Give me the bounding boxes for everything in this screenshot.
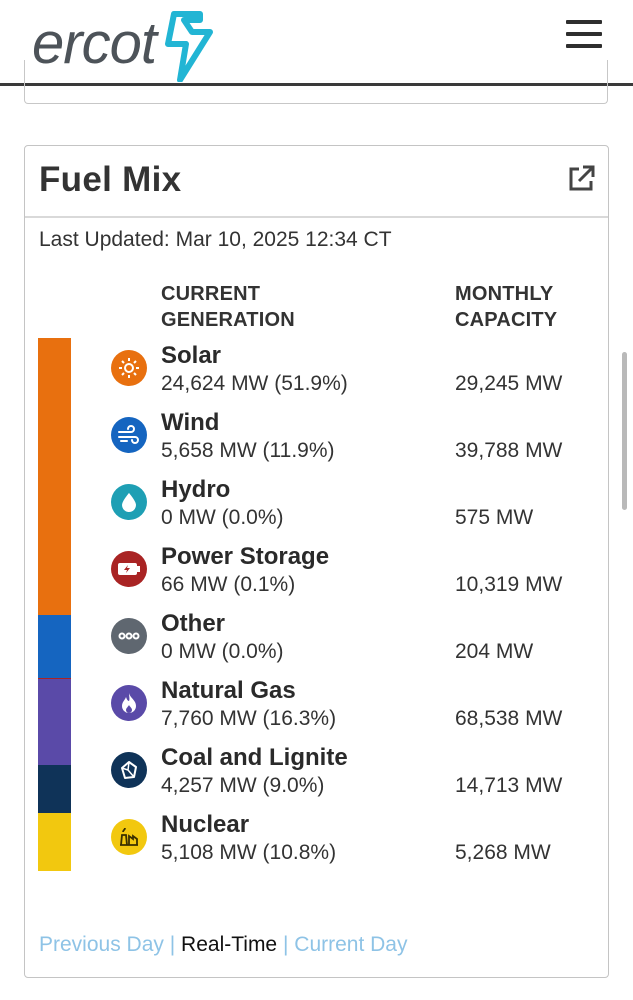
fuel-capacity: 29,245 MW — [455, 372, 563, 395]
fuel-name: Natural Gas — [161, 677, 296, 704]
logo-wordmark: ercot — [32, 11, 157, 76]
last-updated: Last Updated: Mar 10, 2025 12:34 CT — [39, 228, 392, 251]
bar-segment-coal-and-lignite — [38, 765, 71, 814]
column-header-line: CURRENT — [161, 283, 261, 305]
bar-segment-wind — [38, 614, 71, 679]
link-separator: | — [169, 933, 176, 956]
fuel-row-hydro: Hydro 0 MW (0.0%) 575 MW — [25, 476, 608, 536]
bar-segment-solar — [38, 338, 71, 615]
fuel-generation: 0 MW (0.0%) — [161, 506, 284, 529]
fuel-generation: 24,624 MW (51.9%) — [161, 372, 348, 395]
card-title: Fuel Mix — [39, 160, 182, 199]
hamburger-menu-button[interactable] — [566, 20, 602, 54]
menu-line — [566, 44, 602, 48]
fuel-mix-card: Fuel Mix Last Updated: Mar 10, 2025 12:3… — [24, 145, 609, 978]
fuel-row-other: Other 0 MW (0.0%) 204 MW — [25, 610, 608, 670]
bar-segment-nuclear — [38, 813, 71, 871]
bar-segment-power-storage — [38, 678, 71, 679]
fuel-name: Hydro — [161, 476, 231, 503]
fuel-generation: 0 MW (0.0%) — [161, 640, 284, 663]
dots-icon — [111, 618, 147, 654]
fuel-name: Coal and Lignite — [161, 744, 348, 771]
site-header: ercot — [0, 0, 633, 86]
bar-segment-natural-gas — [38, 678, 71, 766]
wind-icon — [111, 417, 147, 453]
fuel-row-nuclear: Nuclear 5,108 MW (10.8%) 5,268 MW — [25, 811, 608, 871]
fuel-generation: 5,658 MW (11.9%) — [161, 439, 335, 462]
fuel-row-power-storage: Power Storage 66 MW (0.1%) 10,319 MW — [25, 543, 608, 603]
fuel-generation: 5,108 MW (10.8%) — [161, 841, 337, 864]
sun-icon — [111, 350, 147, 386]
fuel-generation: 66 MW (0.1%) — [161, 573, 296, 596]
fuel-capacity: 575 MW — [455, 506, 534, 529]
fuel-capacity: 5,268 MW — [455, 841, 551, 864]
fuel-capacity: 204 MW — [455, 640, 534, 663]
fuel-share-bar — [38, 338, 71, 871]
bolt-icon — [164, 11, 213, 82]
menu-line — [566, 32, 602, 36]
previous-day-link[interactable]: Previous Day — [39, 933, 164, 956]
fuel-row-solar: Solar 24,624 MW (51.9%) 29,245 MW — [25, 342, 608, 402]
external-link-icon[interactable] — [566, 164, 596, 194]
previous-card-bottom — [24, 60, 608, 104]
ercot-logo[interactable]: ercot — [32, 6, 216, 82]
view-selector: Previous Day | Real-Time | Current Day — [39, 933, 407, 957]
column-header-generation: CURRENT GENERATION — [161, 281, 295, 333]
card-header: Fuel Mix — [25, 146, 608, 218]
column-header-line: MONTHLY — [455, 283, 554, 305]
column-header-line: GENERATION — [161, 309, 295, 331]
fuel-name: Solar — [161, 342, 222, 369]
fuel-name: Wind — [161, 409, 220, 436]
menu-line — [566, 20, 602, 24]
flame-icon — [111, 685, 147, 721]
fuel-row-natural-gas: Natural Gas 7,760 MW (16.3%) 68,538 MW — [25, 677, 608, 737]
link-separator: | — [282, 933, 289, 956]
real-time-link[interactable]: Real-Time — [181, 933, 278, 956]
current-day-link[interactable]: Current Day — [294, 933, 408, 956]
nuclear-plant-icon — [111, 819, 147, 855]
fuel-generation: 7,760 MW (16.3%) — [161, 707, 337, 730]
water-drop-icon — [111, 484, 147, 520]
fuel-name: Other — [161, 610, 226, 637]
battery-icon — [111, 551, 147, 587]
fuel-capacity: 14,713 MW — [455, 774, 563, 797]
fuel-row-coal-and-lignite: Coal and Lignite 4,257 MW (9.0%) 14,713 … — [25, 744, 608, 804]
column-header-line: CAPACITY — [455, 309, 558, 331]
fuel-capacity: 68,538 MW — [455, 707, 563, 730]
column-header-capacity: MONTHLY CAPACITY — [455, 281, 557, 333]
fuel-capacity: 10,319 MW — [455, 573, 563, 596]
page-scrollbar[interactable] — [622, 352, 627, 510]
fuel-row-wind: Wind 5,658 MW (11.9%) 39,788 MW — [25, 409, 608, 469]
fuel-capacity: 39,788 MW — [455, 439, 563, 462]
fuel-name: Power Storage — [161, 543, 330, 570]
fuel-generation: 4,257 MW (9.0%) — [161, 774, 325, 797]
coal-icon — [111, 752, 147, 788]
fuel-name: Nuclear — [161, 811, 250, 838]
